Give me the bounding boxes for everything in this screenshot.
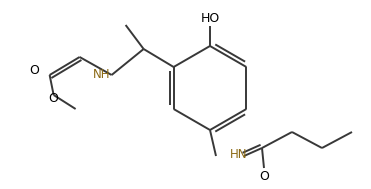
Text: HN: HN bbox=[230, 147, 247, 160]
Text: O: O bbox=[29, 64, 39, 77]
Text: O: O bbox=[49, 92, 59, 105]
Text: HO: HO bbox=[200, 12, 220, 25]
Text: NH: NH bbox=[93, 67, 111, 81]
Text: O: O bbox=[259, 170, 269, 183]
